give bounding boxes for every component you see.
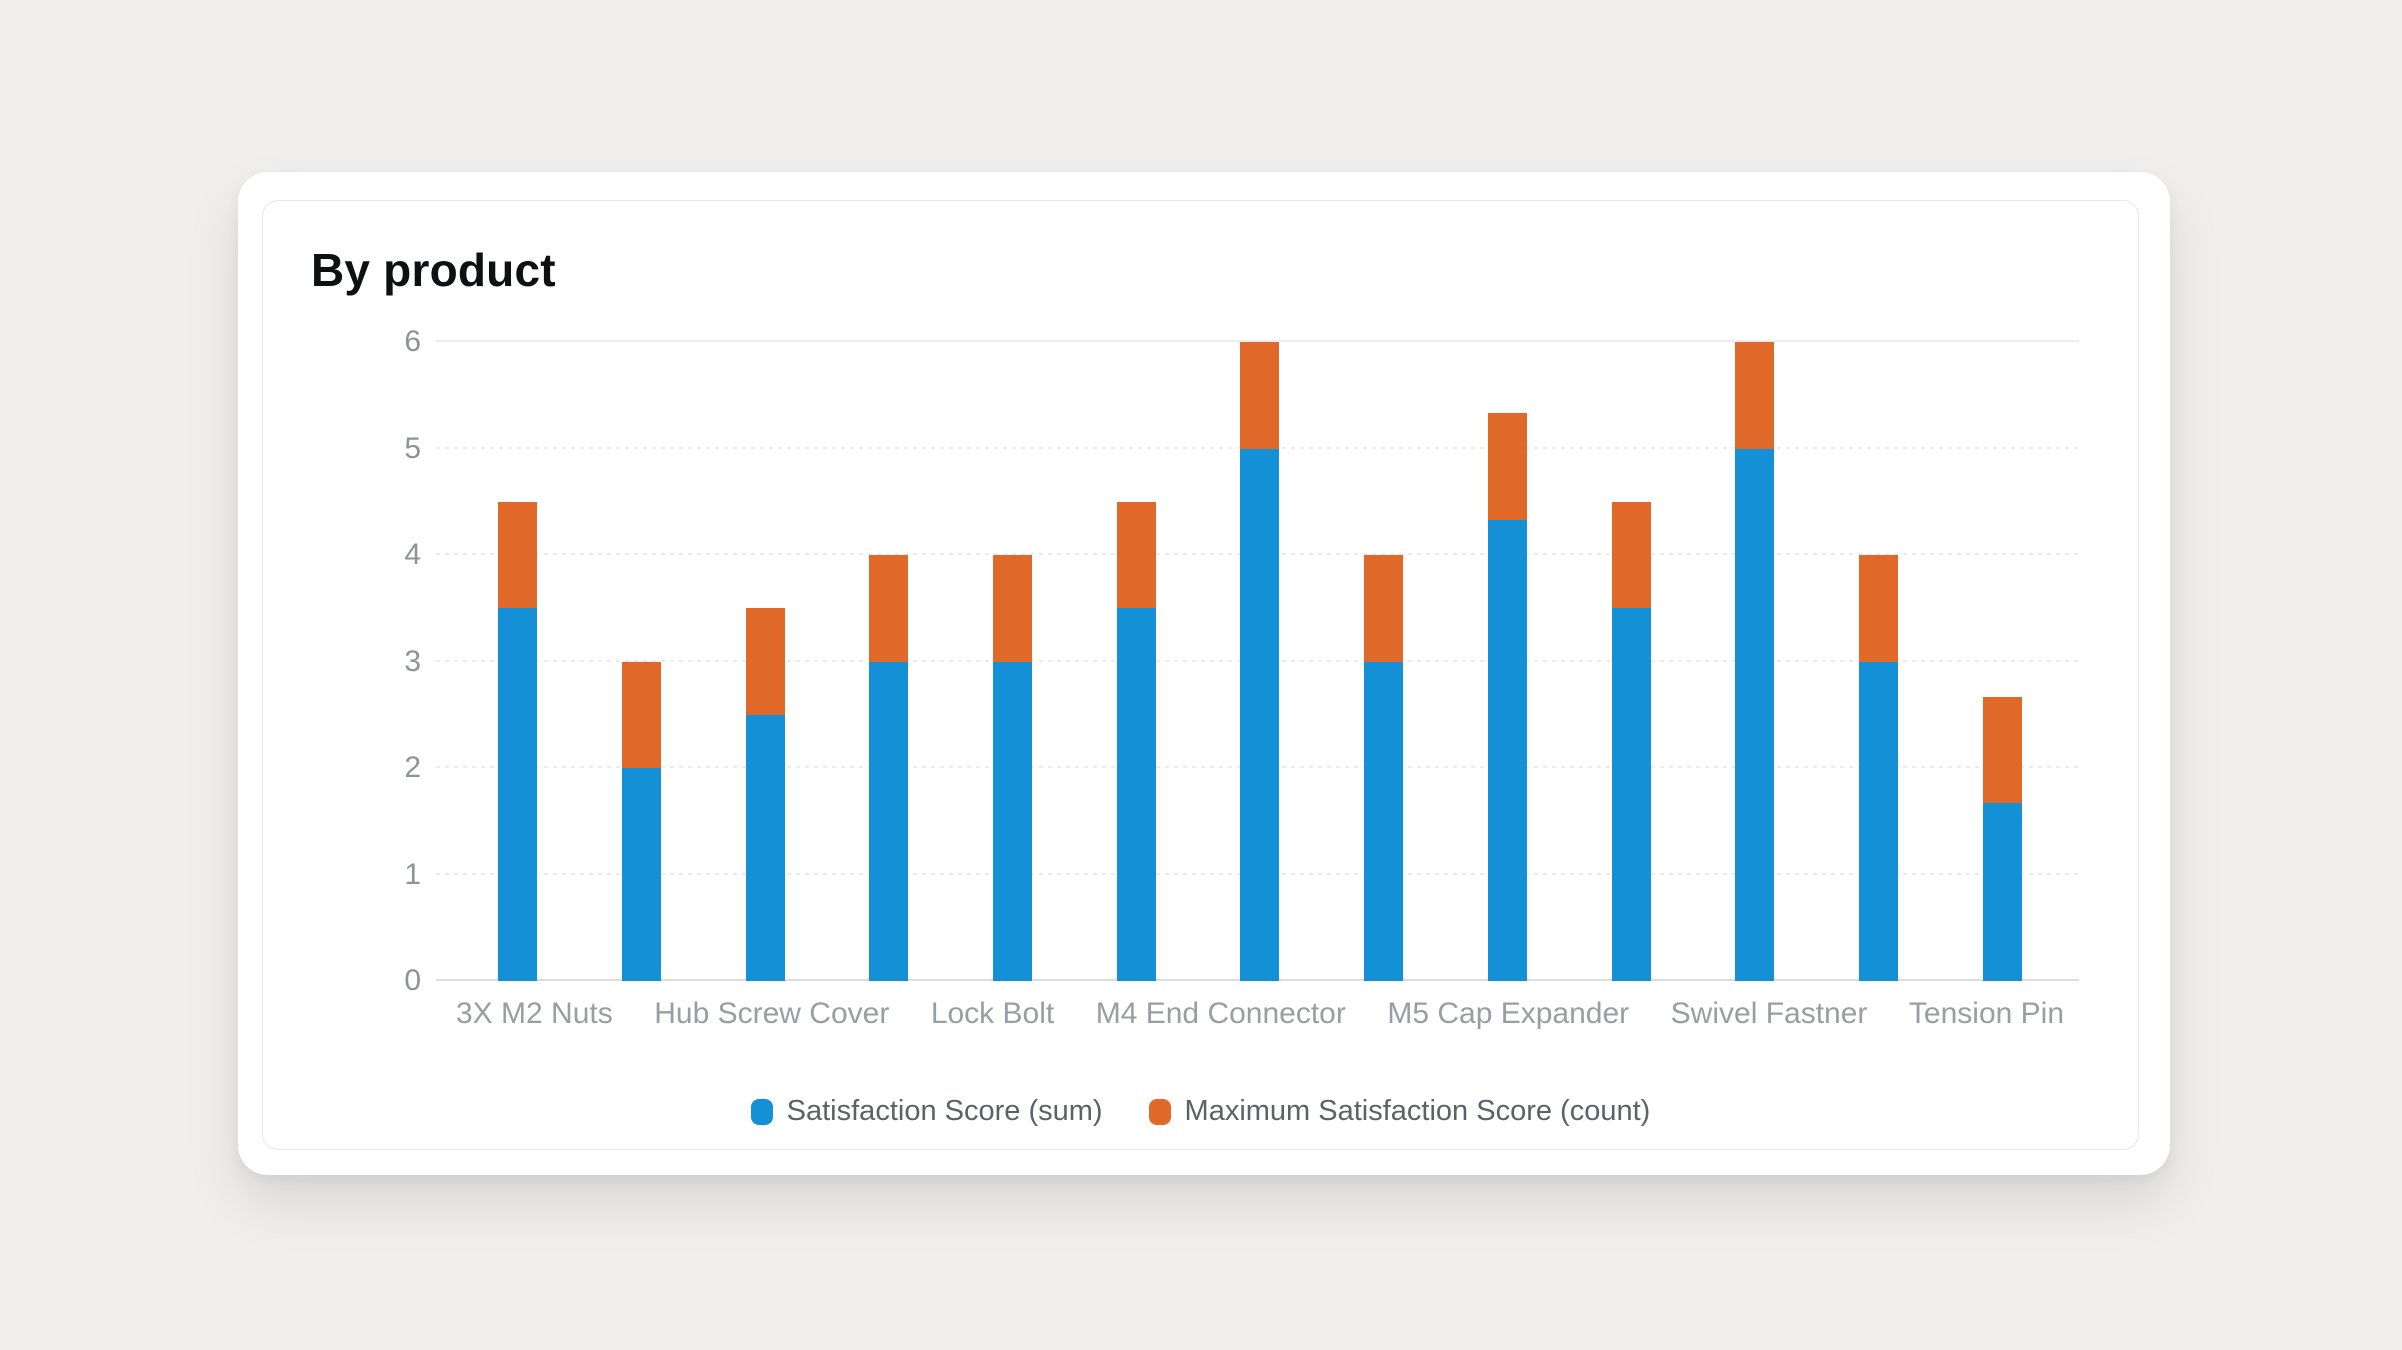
x-axis-label: M4 End Connector	[1096, 997, 1346, 1031]
y-axis-tick-label: 4	[404, 540, 421, 570]
bar-slot	[456, 342, 580, 981]
y-axis-tick-label: 2	[404, 753, 421, 783]
bar-segment[interactable]	[1240, 342, 1279, 449]
bar-segment[interactable]	[1612, 502, 1651, 609]
x-axis-label	[1054, 997, 1096, 1031]
x-axis-label	[613, 997, 655, 1031]
bar-slot	[1446, 342, 1570, 981]
bar[interactable]	[1240, 342, 1279, 981]
chart-title: By product	[311, 243, 556, 297]
x-axis-label	[1867, 997, 1909, 1031]
bar[interactable]	[622, 342, 661, 981]
x-axis-label: Hub Screw Cover	[654, 997, 889, 1031]
bar-segment[interactable]	[1117, 502, 1156, 609]
y-axis-tick-label: 5	[404, 434, 421, 464]
bar-segment[interactable]	[746, 715, 785, 981]
x-axis-label	[1346, 997, 1388, 1031]
bars-container	[456, 342, 2064, 981]
bar[interactable]	[746, 342, 785, 981]
bar-slot	[1198, 342, 1322, 981]
x-axis-label: Swivel Fastner	[1671, 997, 1868, 1031]
y-axis-tick-label: 0	[404, 966, 421, 996]
bar-segment[interactable]	[1859, 555, 1898, 662]
x-axis-label	[1629, 997, 1671, 1031]
x-axis-label: Tension Pin	[1909, 997, 2064, 1031]
y-axis-tick-label: 1	[404, 860, 421, 890]
page-background: By product 0 1 2 3 4 5 6 3X M2 Nuts Hub Screw C…	[0, 0, 2402, 1350]
chart-legend: Satisfaction Score (sum) Maximum Satisfac…	[263, 1095, 2138, 1128]
plot-area	[436, 342, 2079, 981]
bar[interactable]	[1364, 342, 1403, 981]
bar[interactable]	[993, 342, 1032, 981]
bar-segment[interactable]	[993, 662, 1032, 982]
bar-segment[interactable]	[1735, 342, 1774, 449]
bar[interactable]	[1117, 342, 1156, 981]
legend-label: Maximum Satisfaction Score (count)	[1185, 1095, 1651, 1128]
bar-segment[interactable]	[1983, 803, 2022, 981]
bar-slot	[1322, 342, 1446, 981]
bar-segment[interactable]	[1488, 413, 1527, 520]
bar-segment[interactable]	[1364, 662, 1403, 982]
bar-slot	[1569, 342, 1693, 981]
y-axis-tick-label: 3	[404, 647, 421, 677]
bar-segment[interactable]	[1117, 608, 1156, 981]
bar-segment[interactable]	[498, 502, 537, 609]
bar-segment[interactable]	[1735, 449, 1774, 982]
bar-segment[interactable]	[1612, 608, 1651, 981]
bar-slot	[1940, 342, 2064, 981]
bar-slot	[827, 342, 951, 981]
bar-segment[interactable]	[622, 662, 661, 769]
y-axis-tick-label: 6	[404, 327, 421, 357]
bar[interactable]	[1612, 342, 1651, 981]
bar-segment[interactable]	[622, 768, 661, 981]
bar-segment[interactable]	[869, 555, 908, 662]
x-axis-label	[889, 997, 931, 1031]
bar[interactable]	[1735, 342, 1774, 981]
bar-slot	[580, 342, 704, 981]
x-axis-label: Lock Bolt	[931, 997, 1054, 1031]
bar[interactable]	[1859, 342, 1898, 981]
bar[interactable]	[869, 342, 908, 981]
bar-segment[interactable]	[993, 555, 1032, 662]
legend-label: Satisfaction Score (sum)	[787, 1095, 1103, 1128]
bar[interactable]	[1983, 342, 2022, 981]
bar-slot	[951, 342, 1075, 981]
bar-segment[interactable]	[1364, 555, 1403, 662]
bar-segment[interactable]	[746, 608, 785, 715]
bar[interactable]	[1488, 342, 1527, 981]
bar-segment[interactable]	[869, 662, 908, 982]
legend-swatch-icon	[1149, 1099, 1171, 1125]
legend-item[interactable]: Maximum Satisfaction Score (count)	[1149, 1095, 1651, 1128]
bar-slot	[1817, 342, 1941, 981]
bar-segment[interactable]	[498, 608, 537, 981]
bar-segment[interactable]	[1488, 520, 1527, 981]
bar-segment[interactable]	[1859, 662, 1898, 982]
chart-panel: By product 0 1 2 3 4 5 6 3X M2 Nuts Hub Screw C…	[262, 200, 2139, 1150]
bar-slot	[1693, 342, 1817, 981]
x-axis-label: M5 Cap Expander	[1387, 997, 1629, 1031]
bar[interactable]	[498, 342, 537, 981]
y-axis-labels: 0123456	[303, 342, 421, 981]
bar-slot	[703, 342, 827, 981]
x-axis-labels: 3X M2 Nuts Hub Screw Cover Lock Bolt M4 End…	[456, 997, 2064, 1031]
chart-card: By product 0 1 2 3 4 5 6 3X M2 Nuts Hub Screw C…	[238, 172, 2170, 1175]
bar-segment[interactable]	[1983, 697, 2022, 804]
x-axis-label: 3X M2 Nuts	[456, 997, 613, 1031]
legend-swatch-icon	[751, 1099, 773, 1125]
legend-item[interactable]: Satisfaction Score (sum)	[751, 1095, 1103, 1128]
bar-segment[interactable]	[1240, 449, 1279, 982]
bar-slot	[1074, 342, 1198, 981]
